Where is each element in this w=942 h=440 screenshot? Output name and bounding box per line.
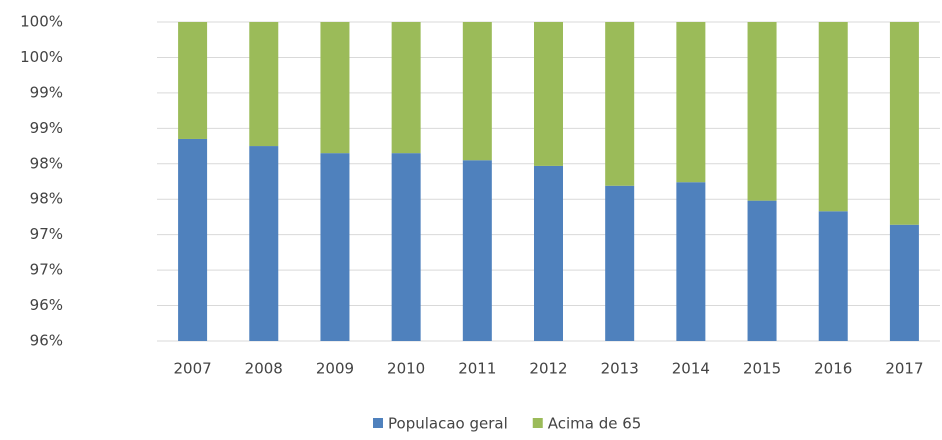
bar-segment [249,22,279,147]
x-tick-label: 2007 [173,360,211,378]
x-tick-label: 2011 [458,360,496,378]
bar-segment [747,200,777,341]
bar-segment [391,153,421,341]
y-tick-label: 98% [30,154,63,172]
y-tick-label: 97% [30,225,63,243]
bar-segment [462,160,492,341]
y-tick-label: 97% [30,261,63,279]
y-tick-label: 100% [20,48,63,66]
x-tick-label: 2012 [529,360,567,378]
x-tick-label: 2017 [885,360,923,378]
y-tick-label: 96% [30,332,63,350]
bar-segment [605,22,635,186]
legend-swatch [532,418,543,428]
bar-segment [462,22,492,161]
bar-segment [605,185,635,341]
bar-segment [676,22,706,183]
x-tick-label: 2008 [245,360,283,378]
y-tick-label: 99% [30,83,63,101]
bar-segment [747,22,777,201]
bar-segment [178,138,208,341]
x-tick-label: 2016 [814,360,852,378]
legend-swatch [373,418,383,428]
bar-segment [676,182,706,341]
y-tick-label: 98% [30,190,63,208]
bar-segment [534,22,563,166]
y-tick-label: 99% [30,119,63,137]
bar-segment [889,224,919,341]
y-tick-label: 96% [30,296,63,314]
bar-segment [534,165,563,341]
bar-segment [249,146,279,341]
legend-label: Populacao geral [388,415,508,433]
bar-segment [818,211,848,341]
y-tick-label: 100% [20,13,63,31]
x-tick-label: 2013 [601,360,639,378]
bar-segment [818,22,848,212]
x-tick-label: 2015 [743,360,781,378]
x-tick-label: 2014 [672,360,710,378]
x-tick-label: 2010 [387,360,425,378]
bar-segment [320,22,350,154]
bar-segment [391,22,421,154]
bar-segment [178,22,208,139]
bar-segment [889,22,919,225]
bar-segment [320,153,350,341]
x-tick-label: 2009 [316,360,354,378]
legend-label: Acima de 65 [548,415,642,433]
